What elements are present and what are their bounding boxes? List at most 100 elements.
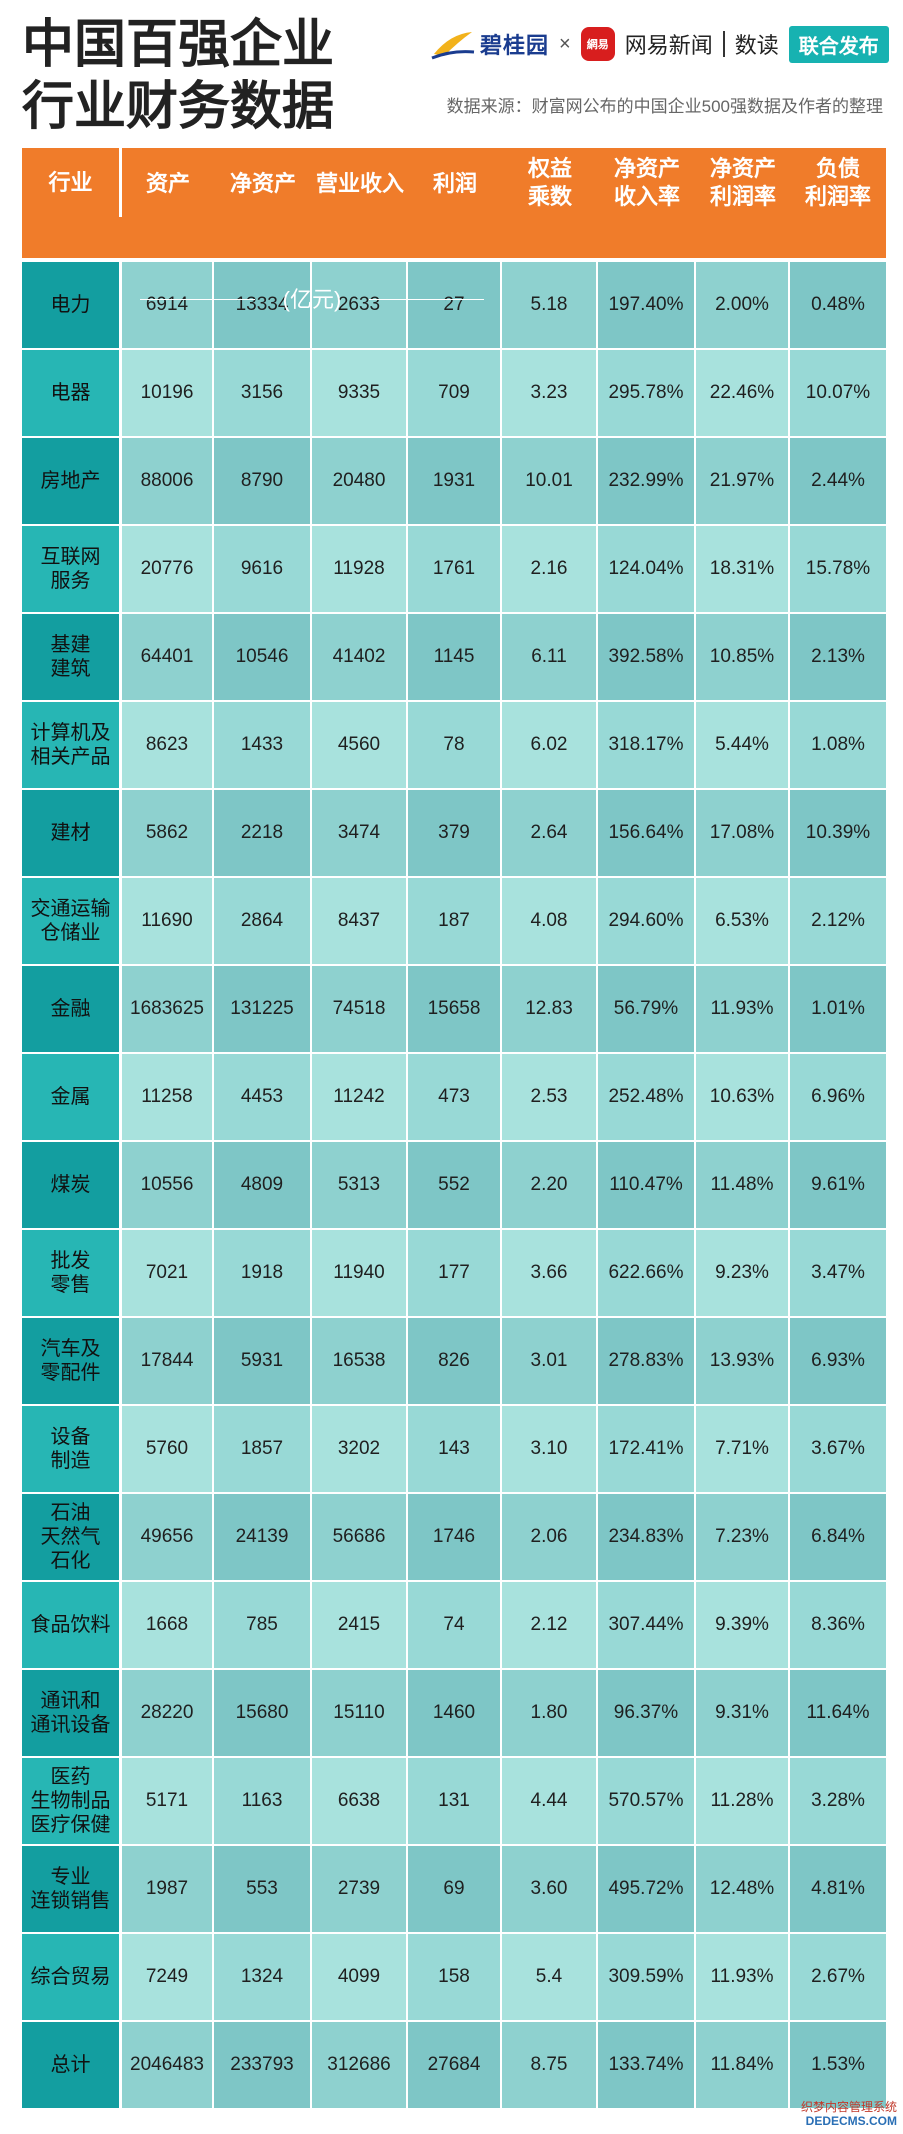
cell-revenue: 16538 bbox=[312, 1318, 408, 1404]
cell-em: 10.01 bbox=[502, 438, 598, 524]
cell-net-assets: 131225 bbox=[214, 966, 312, 1052]
cell-profit: 1460 bbox=[408, 1670, 502, 1756]
cell-em: 3.23 bbox=[502, 350, 598, 436]
industry-line: 服务 bbox=[50, 570, 91, 592]
bgy-mark-icon bbox=[431, 32, 475, 60]
cell-net-assets: 1163 bbox=[214, 1758, 312, 1844]
netease-logo-icon: 網易 bbox=[580, 27, 615, 61]
cell-profit: 74 bbox=[408, 1582, 502, 1668]
col-assets: 资产 bbox=[145, 171, 190, 196]
col-profit: 利润 bbox=[432, 171, 477, 196]
netease-news-name: 网易新闻 bbox=[624, 33, 713, 58]
cell-profit: 1746 bbox=[408, 1494, 502, 1580]
col-equity-multiplier: 权益 乘数 bbox=[502, 148, 598, 217]
title-line-1: 中国百强企业 bbox=[22, 16, 335, 74]
cell-revenue: 3474 bbox=[312, 790, 408, 876]
industry-line: 建材 bbox=[50, 822, 91, 844]
cell-em: 4.08 bbox=[502, 878, 598, 964]
cell-rr: 156.64% bbox=[598, 790, 696, 876]
cell-assets: 20776 bbox=[122, 526, 214, 612]
table-row: 互联网 服务 20776 9616 11928 1761 2.16 124.04% 18.31%… bbox=[22, 526, 886, 614]
cell-revenue: 41402 bbox=[312, 614, 408, 700]
industry-cell: 电器 bbox=[22, 350, 122, 436]
cell-em: 3.10 bbox=[502, 1406, 598, 1492]
cell-dr: 15.78% bbox=[790, 526, 886, 612]
industry-line: 基建 bbox=[50, 634, 91, 656]
cell-rr: 318.17% bbox=[598, 702, 696, 788]
industry-line: 天然气 bbox=[40, 1526, 101, 1548]
col-dr-line1: 负债 bbox=[815, 155, 860, 181]
cell-net-assets: 4453 bbox=[214, 1054, 312, 1140]
unit-text: (亿元) bbox=[282, 286, 342, 312]
cell-rr: 495.72% bbox=[598, 1846, 696, 1932]
cell-net-assets: 1433 bbox=[214, 702, 312, 788]
cell-rr: 570.57% bbox=[598, 1758, 696, 1844]
industry-cell: 基建 建筑 bbox=[22, 614, 122, 700]
cell-profit: 1761 bbox=[408, 526, 502, 612]
bgy-name: 碧桂园 bbox=[480, 33, 550, 58]
industry-cell: 设备 制造 bbox=[22, 1406, 122, 1492]
cell-assets: 8623 bbox=[122, 702, 214, 788]
industry-line: 专业 bbox=[50, 1866, 91, 1888]
brand-divider bbox=[722, 31, 725, 57]
cell-pr: 9.31% bbox=[696, 1670, 790, 1756]
table-row: 电力 6914 13334 2633 27 5.18 197.40% 2.00% 0.48% bbox=[22, 262, 886, 350]
table-row: 电器 10196 3156 9335 709 3.23 295.78% 22.46% 10.07… bbox=[22, 350, 886, 438]
cell-em: 2.20 bbox=[502, 1142, 598, 1228]
table-row: 通讯和 通讯设备 28220 15680 15110 1460 1.80 96.37% 9.31… bbox=[22, 1670, 886, 1758]
cell-net-assets: 1918 bbox=[214, 1230, 312, 1316]
industry-line: 批发 bbox=[50, 1250, 91, 1272]
cell-net-assets: 553 bbox=[214, 1846, 312, 1932]
cell-dr: 8.36% bbox=[790, 1582, 886, 1668]
cell-profit: 143 bbox=[408, 1406, 502, 1492]
cell-assets: 49656 bbox=[122, 1494, 214, 1580]
col-industry: 行业 bbox=[22, 148, 122, 217]
cell-assets: 1668 bbox=[122, 1582, 214, 1668]
cell-revenue: 11940 bbox=[312, 1230, 408, 1316]
cell-pr: 13.93% bbox=[696, 1318, 790, 1404]
industry-cell: 金融 bbox=[22, 966, 122, 1052]
watermark-line1: 织梦内容管理系统 bbox=[800, 2100, 897, 2114]
cell-assets: 10556 bbox=[122, 1142, 214, 1228]
cell-net-assets: 2218 bbox=[214, 790, 312, 876]
cell-pr: 17.08% bbox=[696, 790, 790, 876]
cell-pr: 12.48% bbox=[696, 1846, 790, 1932]
cell-rr: 252.48% bbox=[598, 1054, 696, 1140]
table-row: 总计 2046483 233793 312686 27684 8.75 133.74% 11.… bbox=[22, 2022, 886, 2110]
cell-net-assets: 10546 bbox=[214, 614, 312, 700]
cell-dr: 2.12% bbox=[790, 878, 886, 964]
industry-cell: 煤炭 bbox=[22, 1142, 122, 1228]
cell-assets: 11690 bbox=[122, 878, 214, 964]
table-row: 煤炭 10556 4809 5313 552 2.20 110.47% 11.48% 9.61% bbox=[22, 1142, 886, 1230]
col-profit-ratio: 净资产 利润率 bbox=[696, 148, 790, 217]
cell-net-assets: 1857 bbox=[214, 1406, 312, 1492]
industry-line: 石油 bbox=[50, 1502, 91, 1524]
table-row: 汽车及 零配件 17844 5931 16538 826 3.01 278.83% 13.93%… bbox=[22, 1318, 886, 1406]
cell-dr: 2.44% bbox=[790, 438, 886, 524]
cell-pr: 22.46% bbox=[696, 350, 790, 436]
cell-revenue: 3202 bbox=[312, 1406, 408, 1492]
industry-cell: 金属 bbox=[22, 1054, 122, 1140]
brand-row: 碧桂园 × 網易 网易新闻 数读 联合发布 bbox=[430, 20, 889, 68]
industry-line: 通讯和 bbox=[40, 1690, 101, 1712]
table-row: 批发 零售 7021 1918 11940 177 3.66 622.66% 9.23% 3.47… bbox=[22, 1230, 886, 1318]
shudu-label: 数读 bbox=[734, 33, 779, 58]
cell-revenue: 56686 bbox=[312, 1494, 408, 1580]
joint-release-badge: 联合发布 bbox=[788, 25, 889, 63]
industry-line: 汽车及 bbox=[40, 1338, 101, 1360]
cell-em: 5.4 bbox=[502, 1934, 598, 2020]
cell-revenue: 312686 bbox=[312, 2022, 408, 2108]
industry-line: 综合贸易 bbox=[30, 1966, 111, 1988]
cell-assets: 64401 bbox=[122, 614, 214, 700]
cell-em: 5.18 bbox=[502, 262, 598, 348]
cell-em: 3.66 bbox=[502, 1230, 598, 1316]
cell-net-assets: 9616 bbox=[214, 526, 312, 612]
cell-pr: 7.71% bbox=[696, 1406, 790, 1492]
cell-dr: 4.81% bbox=[790, 1846, 886, 1932]
cell-pr: 5.44% bbox=[696, 702, 790, 788]
industry-cell: 计算机及 相关产品 bbox=[22, 702, 122, 788]
cell-assets: 5760 bbox=[122, 1406, 214, 1492]
industry-line: 医疗保健 bbox=[30, 1814, 111, 1836]
cell-dr: 3.47% bbox=[790, 1230, 886, 1316]
cell-dr: 10.39% bbox=[790, 790, 886, 876]
